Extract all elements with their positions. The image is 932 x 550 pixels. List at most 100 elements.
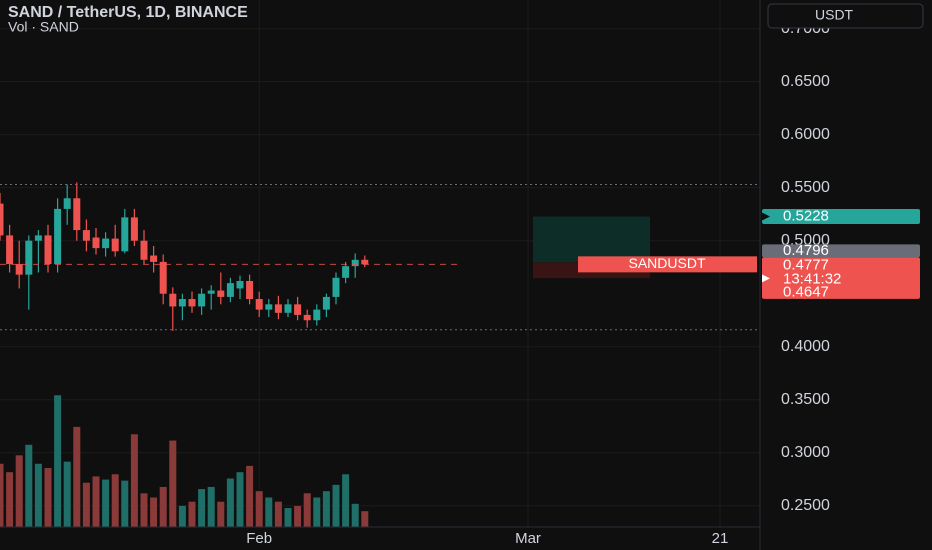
volume-bar — [236, 472, 244, 527]
volume-bar — [6, 472, 14, 527]
y-tick-label: 0.3000 — [781, 444, 830, 461]
x-tick-label: 21 — [712, 530, 729, 547]
volume-bar — [159, 486, 167, 527]
candle-body — [34, 235, 42, 241]
candle-body — [150, 255, 158, 262]
volume-bar — [313, 497, 321, 527]
volume-bar — [246, 465, 254, 527]
candle-body — [169, 293, 177, 307]
volume-bar — [92, 476, 100, 527]
candle-body — [322, 296, 330, 310]
volume-bar — [274, 501, 282, 527]
volume-bar — [198, 489, 206, 527]
current-price-label-bg — [762, 257, 920, 290]
volume-bar — [73, 426, 81, 527]
candle-body — [217, 290, 225, 297]
candle-body — [294, 304, 302, 315]
grid-layer — [0, 0, 760, 527]
volume-bar — [265, 497, 273, 527]
candle-body — [121, 217, 129, 252]
candle-body — [342, 266, 350, 278]
candle-body — [25, 240, 33, 275]
y-tick-label: 0.2500 — [781, 497, 830, 514]
volume-bar — [44, 467, 52, 527]
position-profit-zone — [533, 216, 650, 263]
symbol-label-bg — [578, 256, 757, 273]
entry-price-label: 0.4796 — [783, 242, 829, 259]
candle-body — [274, 304, 282, 313]
volume-bar — [351, 503, 359, 527]
chart-title: SAND / TetherUS, 1D, BINANCE — [8, 4, 248, 21]
volume-bar — [255, 491, 263, 527]
volume-bar — [140, 493, 148, 527]
target-price-label-bg — [762, 209, 920, 225]
candle-body — [15, 264, 23, 275]
volume-bar — [102, 479, 110, 527]
volume-bar — [130, 434, 138, 527]
candle-body — [159, 261, 167, 294]
volume-bar — [54, 395, 62, 527]
currency-button[interactable]: USDT — [767, 3, 924, 29]
y-tick-label: 0.3500 — [781, 391, 830, 408]
candle-body — [73, 198, 81, 231]
volume-bar — [0, 463, 4, 527]
candle-body — [82, 230, 90, 241]
volume-bar — [82, 482, 90, 527]
candle-body — [92, 237, 100, 249]
countdown-label: 13:41:32 — [783, 270, 841, 287]
candle-body — [332, 277, 340, 297]
y-tick-label: 0.5500 — [781, 179, 830, 196]
candle-body — [140, 240, 148, 260]
candle-body — [6, 235, 14, 265]
volume-bar — [332, 484, 340, 527]
x-tick-label: Feb — [246, 530, 272, 547]
volume-bar — [207, 486, 215, 527]
candle-body — [226, 283, 234, 297]
x-tick-label: Mar — [515, 530, 541, 547]
volume-bar — [63, 461, 71, 527]
candle-body — [303, 314, 311, 321]
volume-bar — [188, 501, 196, 527]
y-tick-label: 0.4000 — [781, 338, 830, 355]
candle-body — [236, 280, 244, 289]
volume-bar — [121, 480, 129, 527]
candle-body — [111, 238, 119, 252]
volume-bar — [361, 511, 369, 527]
candle-body — [130, 217, 138, 241]
currency-button-label[interactable]: USDT — [815, 7, 854, 23]
candle-body — [351, 259, 359, 267]
stop-marker — [762, 274, 770, 283]
stop-price-label: 0.4647 — [783, 283, 829, 300]
volume-bar — [217, 501, 225, 527]
candle-body — [0, 203, 4, 236]
stop-price-label-bg — [762, 285, 920, 299]
entry-price-label-bg — [762, 244, 920, 258]
candle-body — [63, 198, 71, 209]
candle-body — [198, 293, 206, 307]
y-tick-label: 0.6500 — [781, 73, 830, 90]
volume-bar — [322, 491, 330, 527]
volume-bar — [284, 508, 292, 527]
volume-bar — [169, 440, 177, 527]
candle-body — [178, 299, 186, 307]
volume-bar — [15, 455, 23, 527]
candle-body — [54, 208, 62, 265]
candle-body — [255, 299, 263, 310]
candle-body — [246, 280, 254, 300]
candle-body — [188, 299, 196, 307]
candle-body — [44, 235, 52, 265]
volume-bar — [303, 493, 311, 527]
candle-body — [265, 304, 273, 310]
target-marker — [762, 212, 770, 221]
volume-bar — [178, 505, 186, 527]
volume-bar — [294, 505, 302, 527]
volume-legend: Vol · SAND — [8, 19, 79, 35]
volume-bar — [150, 497, 158, 527]
currency-button-frame[interactable] — [767, 3, 924, 29]
volume-bar — [342, 474, 350, 527]
volume-layer — [0, 395, 369, 527]
symbol-label: SANDUSDT — [628, 255, 705, 271]
candle-body — [207, 290, 215, 294]
